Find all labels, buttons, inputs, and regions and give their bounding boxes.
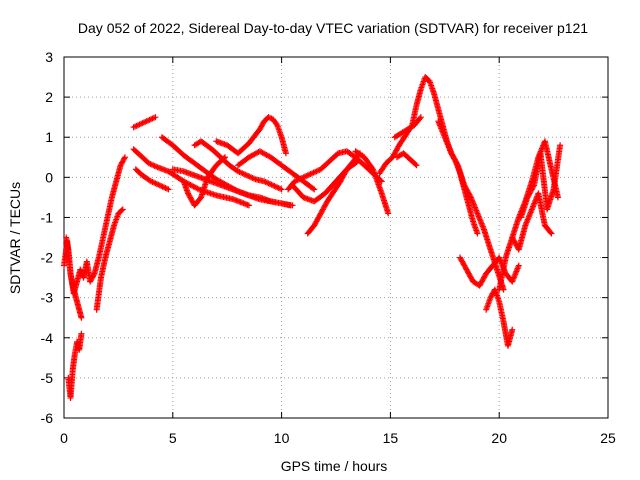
data-point: [194, 185, 201, 192]
data-point: [454, 160, 461, 167]
data-point: [530, 183, 537, 190]
data-series-trace-23: [483, 286, 516, 349]
data-series-trace-18: [376, 74, 481, 237]
data-point: [78, 330, 85, 337]
y-tick-label: 1: [45, 129, 53, 145]
x-tick-label: 15: [383, 430, 399, 446]
data-series-trace-16: [304, 150, 363, 237]
y-tick-label: 2: [45, 89, 53, 105]
y-tick-label: -6: [41, 410, 54, 426]
data-point: [385, 210, 392, 217]
x-axis-label: GPS time / hours: [281, 458, 388, 474]
data-point: [282, 150, 289, 157]
data-series-trace-2: [63, 234, 85, 321]
data-point: [90, 271, 97, 278]
data-point: [554, 194, 561, 201]
data-point: [548, 230, 555, 237]
data-series-trace-3: [65, 330, 85, 401]
y-tick-label: 0: [45, 169, 53, 185]
data-series-trace-20: [393, 150, 420, 169]
plot-frame: [63, 56, 609, 419]
x-tick-label: 5: [169, 430, 177, 446]
data-series-trace-17: [352, 148, 392, 217]
data-point: [417, 114, 424, 121]
data-point: [78, 314, 85, 321]
data-point: [311, 186, 318, 193]
plot-border: [63, 56, 609, 419]
data-point: [557, 142, 564, 149]
x-tick-label: 25: [600, 430, 616, 446]
y-tick-label: -1: [41, 209, 54, 225]
data-series-trace-7: [132, 166, 172, 193]
data-series: [61, 74, 564, 401]
y-axis-label: SDTVAR / TECUs: [7, 182, 23, 294]
data-series-trace-10: [180, 154, 229, 209]
y-tick-label: 3: [45, 49, 53, 65]
data-point: [509, 326, 516, 333]
data-series-trace-11: [191, 138, 285, 193]
y-tick-label: -4: [41, 330, 54, 346]
data-point: [547, 229, 554, 236]
data-series-trace-25: [517, 142, 564, 221]
y-tick-label: -5: [41, 370, 54, 386]
data-point: [467, 193, 474, 200]
y-tick-label: -2: [41, 250, 54, 266]
data-series-trace-4: [93, 206, 126, 313]
data-point: [310, 185, 317, 192]
data-point: [515, 262, 522, 269]
data-point: [165, 186, 172, 193]
data-series-trace-26: [509, 190, 555, 253]
data-point: [152, 114, 159, 121]
chart-title: Day 052 of 2022, Sidereal Day-to-day VTE…: [78, 20, 588, 36]
data-point: [287, 202, 294, 209]
data-point: [416, 115, 423, 122]
axis-ticks: 0 5 10 15 20 25 -6 -5 -4 -3 -2 -1 0 1 2 3: [41, 49, 616, 446]
y-tick-label: -3: [41, 290, 54, 306]
data-series-trace-22: [457, 254, 522, 289]
data-point: [118, 207, 125, 214]
x-tick-label: 20: [491, 430, 507, 446]
data-series-trace-12: [213, 114, 289, 157]
data-point: [412, 161, 419, 168]
data-series-trace-5: [130, 114, 159, 131]
x-tick-label: 0: [60, 430, 68, 446]
data-point: [413, 162, 420, 169]
data-point: [121, 154, 128, 161]
grid-lines: [64, 57, 608, 418]
data-series-trace-19: [391, 114, 424, 141]
data-point: [474, 230, 481, 237]
x-tick-label: 10: [274, 430, 290, 446]
data-point: [278, 186, 285, 193]
data-point: [245, 202, 252, 209]
data-point: [119, 206, 126, 213]
data-point: [121, 155, 128, 162]
data-series-trace-24: [496, 138, 561, 293]
